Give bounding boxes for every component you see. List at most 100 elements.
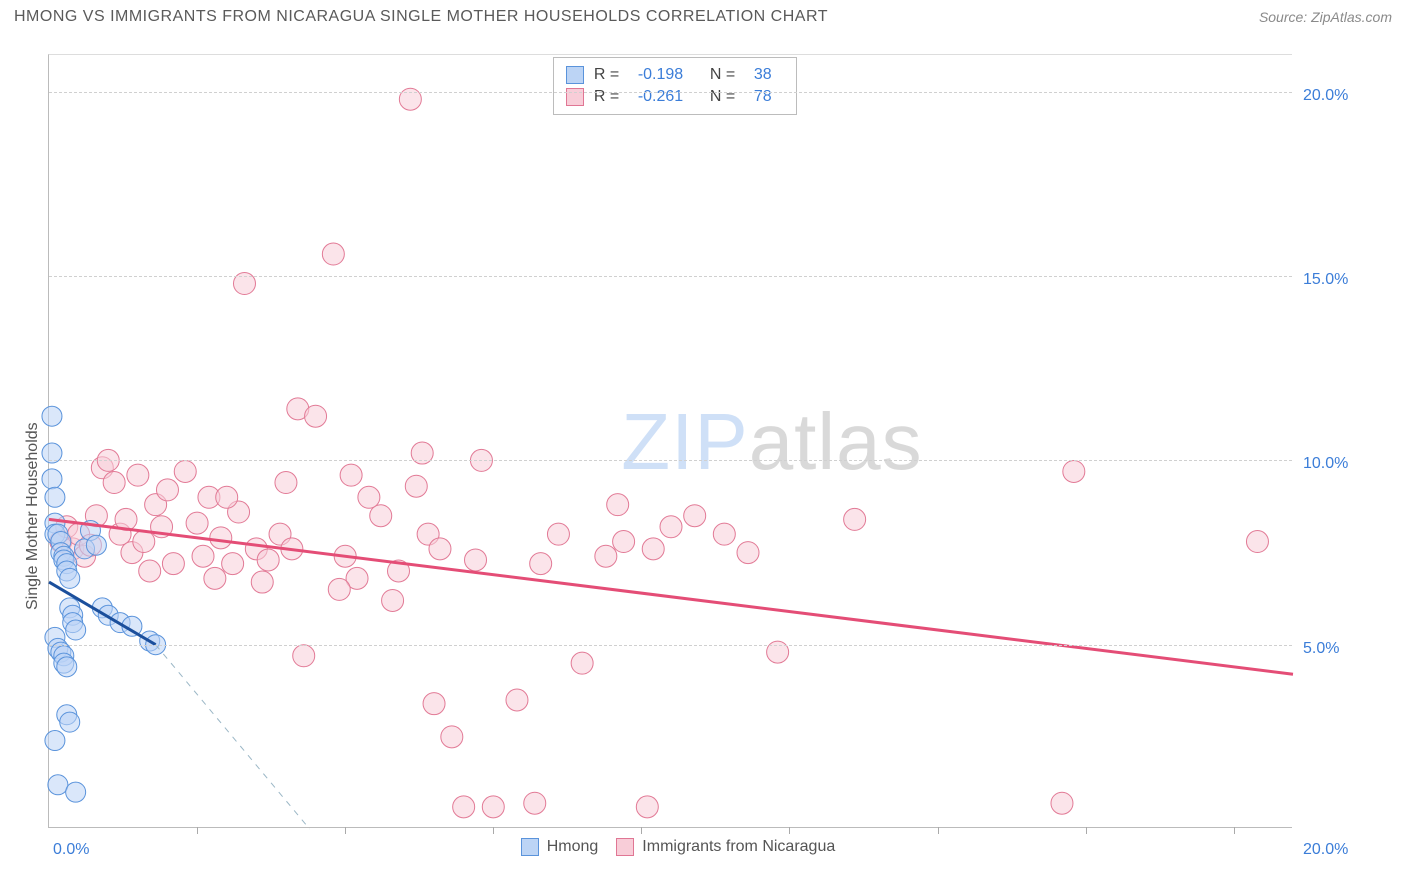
legend-r-label: R =	[594, 88, 628, 106]
nicaragua-point	[275, 472, 297, 494]
nicaragua-point	[595, 545, 617, 567]
nicaragua-point	[322, 243, 344, 265]
legend-series: Hmong Immigrants from Nicaragua	[521, 838, 836, 856]
nicaragua-point	[636, 796, 658, 818]
nicaragua-point	[660, 516, 682, 538]
legend-series-item: Hmong	[521, 838, 599, 856]
nicaragua-point	[1051, 792, 1073, 814]
xtick	[197, 827, 198, 834]
legend-series-label: Hmong	[547, 838, 599, 856]
legend-r-value: -0.198	[638, 66, 700, 84]
hmong-trendline-extrapolated	[156, 645, 310, 829]
hmong-point	[57, 657, 77, 677]
hmong-point	[45, 731, 65, 751]
nicaragua-trendline	[49, 519, 1293, 674]
gridline	[49, 460, 1292, 461]
nicaragua-point	[340, 464, 362, 486]
xtick	[641, 827, 642, 834]
nicaragua-point	[293, 645, 315, 667]
xtick	[789, 827, 790, 834]
legend-r-value: -0.261	[638, 88, 700, 106]
chart-source: Source: ZipAtlas.com	[1259, 9, 1392, 25]
legend-r-label: R =	[594, 66, 628, 84]
xtick-label-min: 0.0%	[53, 841, 89, 859]
nicaragua-point	[713, 523, 735, 545]
gridline	[49, 276, 1292, 277]
nicaragua-point	[216, 486, 238, 508]
legend-swatch	[566, 88, 584, 106]
nicaragua-point	[1246, 531, 1268, 553]
nicaragua-point	[305, 405, 327, 427]
legend-correlation-row: R = -0.261 N = 78	[566, 86, 784, 108]
hmong-point	[66, 782, 86, 802]
nicaragua-point	[441, 726, 463, 748]
nicaragua-point	[1063, 460, 1085, 482]
legend-n-value: 38	[754, 66, 784, 84]
nicaragua-point	[127, 464, 149, 486]
legend-swatch	[521, 838, 539, 856]
nicaragua-point	[210, 527, 232, 549]
xtick	[1234, 827, 1235, 834]
nicaragua-point	[257, 549, 279, 571]
gridline	[49, 92, 1292, 93]
nicaragua-point	[684, 505, 706, 527]
nicaragua-point	[524, 792, 546, 814]
legend-n-label: N =	[710, 66, 744, 84]
nicaragua-point	[174, 460, 196, 482]
nicaragua-point	[607, 494, 629, 516]
nicaragua-point	[382, 589, 404, 611]
nicaragua-point	[358, 486, 380, 508]
hmong-point	[48, 775, 68, 795]
nicaragua-point	[328, 578, 350, 600]
ytick-label: 20.0%	[1303, 87, 1348, 105]
gridline	[49, 645, 1292, 646]
legend-n-value: 78	[754, 88, 784, 106]
hmong-point	[60, 712, 80, 732]
hmong-point	[45, 487, 65, 507]
ytick-label: 15.0%	[1303, 271, 1348, 289]
ytick-label: 10.0%	[1303, 455, 1348, 473]
nicaragua-point	[156, 479, 178, 501]
scatter-svg	[49, 55, 1293, 829]
legend-swatch	[616, 838, 634, 856]
nicaragua-point	[133, 531, 155, 553]
hmong-point	[66, 620, 86, 640]
nicaragua-point	[571, 652, 593, 674]
legend-series-label: Immigrants from Nicaragua	[642, 838, 835, 856]
xtick	[938, 827, 939, 834]
hmong-point	[86, 535, 106, 555]
nicaragua-point	[737, 542, 759, 564]
hmong-point	[42, 469, 62, 489]
nicaragua-point	[482, 796, 504, 818]
legend-series-item: Immigrants from Nicaragua	[616, 838, 835, 856]
legend-correlation: R = -0.198 N = 38 R = -0.261 N = 78	[553, 57, 797, 115]
nicaragua-point	[186, 512, 208, 534]
xtick	[1086, 827, 1087, 834]
chart-title: HMONG VS IMMIGRANTS FROM NICARAGUA SINGL…	[14, 8, 828, 26]
nicaragua-point	[429, 538, 451, 560]
nicaragua-point	[103, 472, 125, 494]
xtick	[493, 827, 494, 834]
nicaragua-point	[222, 553, 244, 575]
nicaragua-point	[642, 538, 664, 560]
y-axis-label: Single Mother Households	[24, 422, 42, 610]
legend-n-label: N =	[710, 88, 744, 106]
nicaragua-point	[506, 689, 528, 711]
nicaragua-point	[465, 549, 487, 571]
ytick-label: 5.0%	[1303, 640, 1339, 658]
nicaragua-point	[453, 796, 475, 818]
nicaragua-point	[844, 508, 866, 530]
nicaragua-point	[405, 475, 427, 497]
nicaragua-point	[423, 693, 445, 715]
nicaragua-point	[162, 553, 184, 575]
nicaragua-point	[613, 531, 635, 553]
nicaragua-point	[547, 523, 569, 545]
nicaragua-point	[251, 571, 273, 593]
plot-area: ZIPatlas R =-0.198N =38R =-0.261N =78 5.…	[48, 54, 1292, 828]
xtick-label-max: 20.0%	[1303, 841, 1348, 859]
nicaragua-point	[139, 560, 161, 582]
hmong-point	[42, 406, 62, 426]
nicaragua-point	[204, 567, 226, 589]
xtick	[345, 827, 346, 834]
nicaragua-point	[370, 505, 392, 527]
